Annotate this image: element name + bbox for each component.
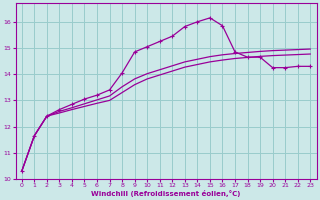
X-axis label: Windchill (Refroidissement éolien,°C): Windchill (Refroidissement éolien,°C) bbox=[91, 190, 241, 197]
